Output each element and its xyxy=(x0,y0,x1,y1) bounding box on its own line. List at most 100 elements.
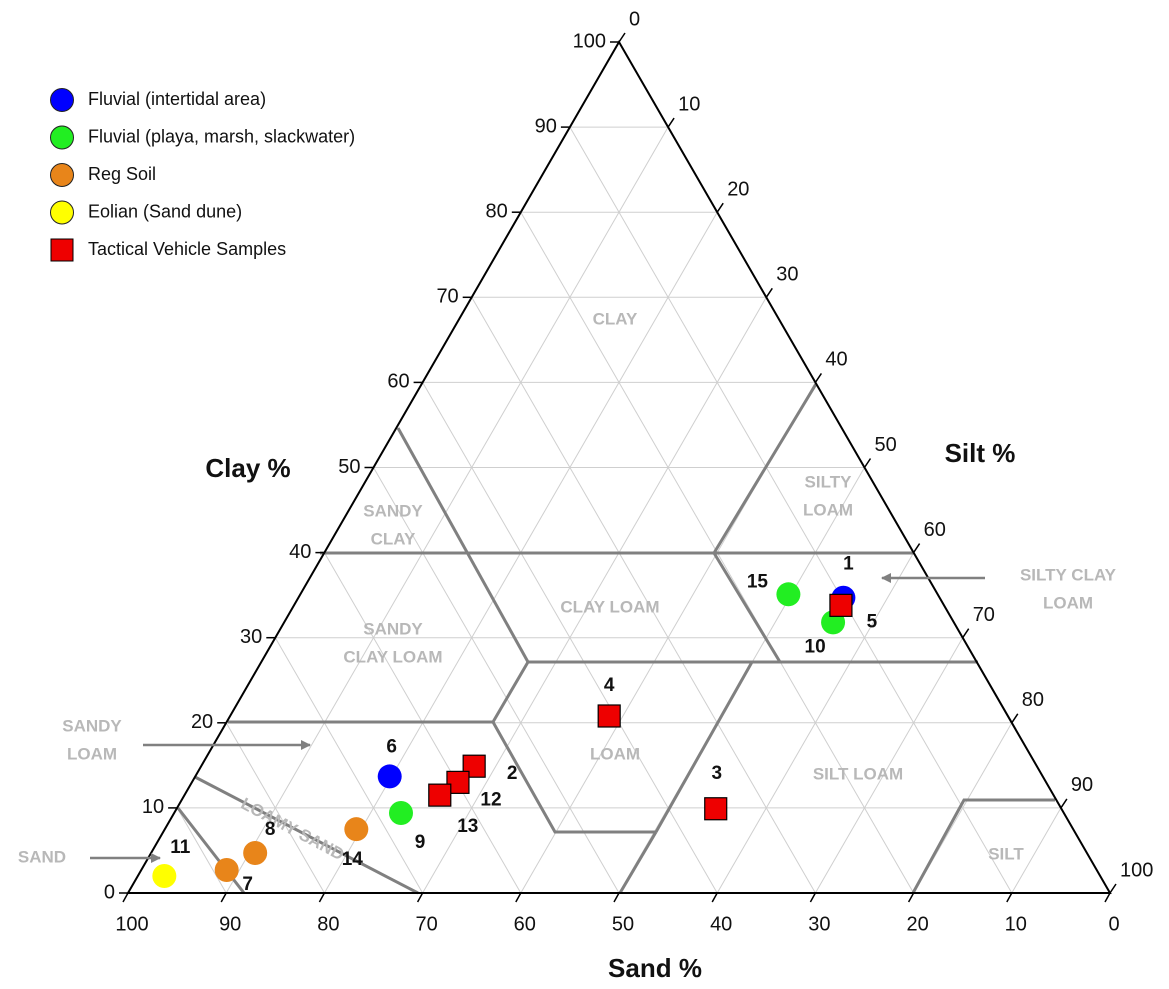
tick-mark xyxy=(765,287,773,298)
point-label: 7 xyxy=(242,874,253,895)
axis-title: Silt % xyxy=(945,438,1016,468)
grid-line xyxy=(274,637,424,894)
legend-swatch xyxy=(50,238,74,262)
point-label: 2 xyxy=(507,763,518,784)
sand-tick-label: 20 xyxy=(906,913,928,935)
grid-line xyxy=(225,126,669,894)
tick-mark xyxy=(1011,713,1019,724)
silt-tick-label: 80 xyxy=(1022,689,1044,711)
axis-title: Sand % xyxy=(608,953,702,983)
sand-tick-label: 40 xyxy=(710,913,732,935)
point-label: 13 xyxy=(457,816,478,837)
legend-label: Fluvial (playa, marsh, slackwater) xyxy=(88,126,355,146)
region-label: CLAY LOAM xyxy=(560,597,659,616)
data-point xyxy=(344,817,369,842)
tick-mark xyxy=(962,628,970,639)
legend-label: Tactical Vehicle Samples xyxy=(88,239,286,259)
tick-mark xyxy=(515,892,522,903)
point-label: 10 xyxy=(805,636,826,657)
sand-tick-label: 0 xyxy=(1108,913,1119,935)
clay-tick-label: 30 xyxy=(240,626,262,648)
data-point xyxy=(428,783,452,807)
texture-boundary xyxy=(618,831,658,894)
annotation: SAND xyxy=(18,847,66,866)
texture-boundaries xyxy=(176,383,1055,895)
silt-tick-label: 50 xyxy=(875,434,897,456)
point-label: 3 xyxy=(711,763,722,784)
annotation: LOAM xyxy=(1043,593,1093,612)
data-point xyxy=(388,801,413,826)
clay-tick-label: 50 xyxy=(338,456,360,478)
tick-mark xyxy=(711,892,718,903)
texture-boundary xyxy=(654,661,754,833)
legend-label: Eolian (Sand dune) xyxy=(88,201,242,221)
clay-tick-label: 90 xyxy=(535,115,557,137)
region-label: CLAY xyxy=(593,309,638,328)
data-point xyxy=(829,593,853,617)
tick-mark xyxy=(863,458,872,468)
silt-tick-label: 100 xyxy=(1120,859,1153,881)
grid-line xyxy=(471,297,816,894)
clay-tick-label: 70 xyxy=(436,286,458,308)
region-label: SILTY xyxy=(805,472,853,491)
data-point xyxy=(704,797,728,821)
tick-mark xyxy=(122,892,129,903)
legend-swatch xyxy=(50,88,74,112)
data-point xyxy=(446,770,470,794)
region-label: LOAM xyxy=(803,500,853,519)
grid-line xyxy=(176,807,227,894)
legend-swatch xyxy=(50,125,74,150)
clay-tick-label: 60 xyxy=(387,371,409,393)
axis-title: Clay % xyxy=(205,453,290,483)
silt-tick-label: 60 xyxy=(924,519,946,541)
region-label: SILT LOAM xyxy=(813,764,903,783)
texture-boundary xyxy=(396,427,530,663)
point-label: 12 xyxy=(480,789,501,810)
sand-tick-label: 70 xyxy=(415,913,437,935)
data-point xyxy=(243,841,268,866)
sand-tick-label: 50 xyxy=(612,913,634,935)
tick-mark xyxy=(716,202,724,213)
texture-boundary xyxy=(194,775,419,895)
tick-mark xyxy=(1006,892,1013,903)
grid xyxy=(176,126,1062,894)
region-label: SANDY xyxy=(363,619,423,638)
grid-line xyxy=(569,126,1013,894)
legend-swatch xyxy=(50,200,74,225)
point-label: 6 xyxy=(386,736,397,757)
tick-mark xyxy=(809,892,817,903)
region-label: LOAM xyxy=(590,744,640,763)
sand-tick-label: 30 xyxy=(808,913,830,935)
tick-mark xyxy=(1109,883,1117,894)
texture-boundary xyxy=(911,798,1055,894)
grid-line xyxy=(373,467,620,894)
sand-tick-label: 60 xyxy=(514,913,536,935)
annotation: LOAM xyxy=(67,744,117,763)
sand-tick-label: 100 xyxy=(115,913,148,935)
sand-tick-label: 10 xyxy=(1005,913,1027,935)
data-point xyxy=(597,704,621,728)
point-label: 1 xyxy=(843,554,854,575)
grid-line xyxy=(422,297,767,894)
tick-mark xyxy=(667,117,675,128)
region-label: SANDY xyxy=(363,501,423,520)
silt-tick-label: 10 xyxy=(678,93,700,115)
texture-boundary xyxy=(491,721,656,834)
tick-mark xyxy=(907,892,915,903)
point-label: 8 xyxy=(265,819,276,840)
point-label: 14 xyxy=(342,849,364,870)
sand-tick-label: 90 xyxy=(219,913,241,935)
silt-tick-label: 90 xyxy=(1071,774,1093,796)
silt-tick-label: 70 xyxy=(973,604,995,626)
texture-boundary xyxy=(712,383,818,554)
grid-line xyxy=(814,637,964,894)
annotation: SANDY xyxy=(62,716,122,735)
tick-mark xyxy=(814,372,823,383)
data-point xyxy=(214,858,239,883)
legend-label: Fluvial (intertidal area) xyxy=(88,89,266,109)
grid-line xyxy=(225,722,325,894)
clay-tick-label: 20 xyxy=(191,711,213,733)
clay-tick-label: 100 xyxy=(573,30,606,52)
sand-tick-label: 80 xyxy=(317,913,339,935)
legend-swatch xyxy=(50,163,74,187)
